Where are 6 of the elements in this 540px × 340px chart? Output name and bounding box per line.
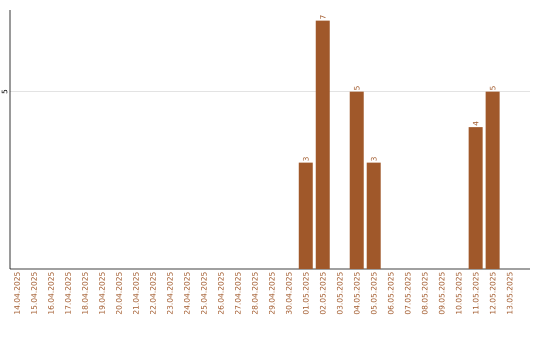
bar [350,92,364,269]
bar [366,162,381,269]
bar [468,127,483,269]
bar [298,162,313,269]
bar [486,92,500,269]
bar [316,20,330,269]
